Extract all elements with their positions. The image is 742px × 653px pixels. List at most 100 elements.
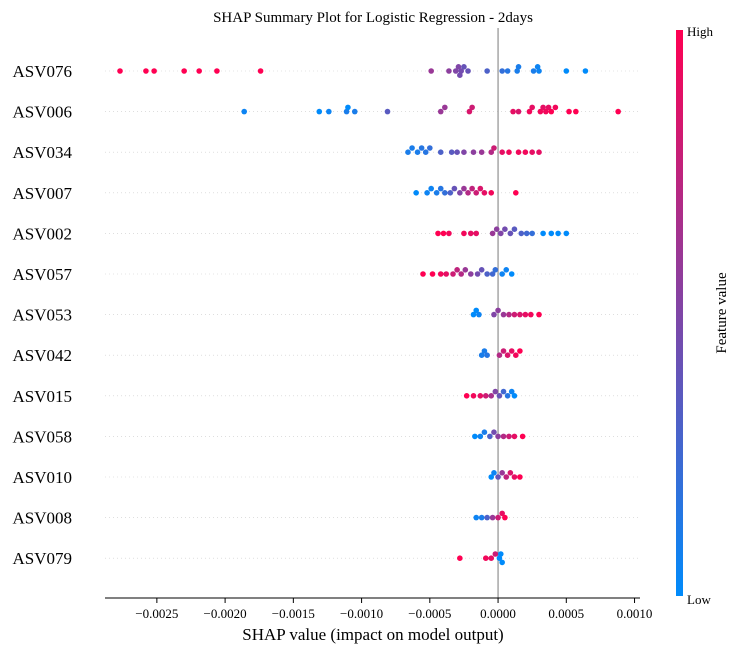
shap-point bbox=[427, 145, 433, 151]
shap-point bbox=[488, 149, 495, 155]
shap-point bbox=[488, 555, 495, 561]
shap-point bbox=[511, 393, 518, 399]
shap-point bbox=[469, 104, 475, 111]
shap-point bbox=[500, 348, 507, 354]
shap-point bbox=[457, 555, 463, 561]
shap-point bbox=[496, 555, 503, 561]
shap-point bbox=[522, 311, 529, 318]
shap-point bbox=[489, 230, 496, 237]
shap-point bbox=[499, 559, 505, 566]
shap-point bbox=[437, 185, 444, 192]
shap-point bbox=[467, 271, 474, 277]
shap-point bbox=[473, 190, 480, 196]
shap-point bbox=[508, 271, 515, 277]
shap-point bbox=[482, 393, 489, 399]
shap-point bbox=[506, 311, 512, 318]
shap-point bbox=[435, 230, 441, 237]
shap-point bbox=[461, 230, 467, 237]
shap-point bbox=[477, 185, 484, 192]
x-tick-label: 0.0010 bbox=[617, 606, 653, 621]
x-tick-label: −0.0020 bbox=[204, 606, 247, 621]
shap-point bbox=[491, 311, 497, 318]
shap-point bbox=[536, 149, 542, 155]
shap-point bbox=[523, 230, 530, 237]
shap-point bbox=[504, 352, 511, 359]
shap-point bbox=[151, 68, 157, 74]
shap-point bbox=[442, 104, 448, 111]
shap-point bbox=[517, 311, 523, 318]
points-layer bbox=[117, 64, 621, 566]
shap-point bbox=[500, 311, 507, 318]
shap-point bbox=[422, 149, 429, 155]
shap-point bbox=[517, 474, 523, 480]
shap-point bbox=[529, 230, 535, 237]
shap-point bbox=[477, 433, 484, 440]
shap-point bbox=[214, 68, 220, 74]
shap-point bbox=[493, 226, 500, 232]
shap-point bbox=[463, 393, 470, 399]
feature-label: ASV079 bbox=[12, 549, 72, 568]
shap-point bbox=[487, 433, 493, 440]
shap-point bbox=[506, 433, 512, 440]
shap-point bbox=[481, 348, 488, 354]
shap-point bbox=[461, 64, 467, 70]
shap-point bbox=[478, 514, 485, 521]
shap-point bbox=[515, 108, 522, 115]
shap-point bbox=[143, 68, 149, 74]
colorbar-high-label: High bbox=[687, 24, 714, 39]
x-tick-label: 0.0005 bbox=[548, 606, 584, 621]
shap-point bbox=[495, 307, 501, 314]
feature-label: ASV076 bbox=[12, 62, 72, 81]
shap-point bbox=[492, 551, 499, 557]
shap-point bbox=[496, 393, 503, 399]
feature-label: ASV006 bbox=[12, 103, 72, 122]
shap-point bbox=[529, 149, 535, 155]
shap-point bbox=[478, 352, 485, 359]
shap-point bbox=[515, 64, 522, 70]
colorbar-low-label: Low bbox=[687, 592, 711, 607]
shap-point bbox=[343, 108, 350, 115]
shap-point bbox=[502, 226, 508, 232]
feature-labels: ASV076 ASV006 ASV034 ASV007 ASV002 ASV057 ASV0… bbox=[12, 62, 72, 568]
x-tick-label: −0.0005 bbox=[408, 606, 451, 621]
shap-point bbox=[500, 433, 507, 440]
shap-point bbox=[513, 190, 519, 196]
shap-point bbox=[500, 388, 507, 395]
shap-point bbox=[477, 393, 484, 399]
shap-point bbox=[528, 311, 534, 318]
shap-point bbox=[181, 68, 187, 74]
shap-point bbox=[482, 555, 489, 561]
shap-point bbox=[465, 190, 471, 196]
shap-point bbox=[467, 230, 474, 237]
shap-point bbox=[499, 510, 505, 517]
shap-point bbox=[496, 352, 503, 359]
shap-point bbox=[503, 267, 510, 273]
shap-point bbox=[473, 230, 480, 237]
shap-point bbox=[515, 149, 522, 155]
shap-point bbox=[420, 271, 426, 277]
shap-point bbox=[433, 190, 440, 196]
shap-point bbox=[454, 149, 460, 155]
feature-label: ASV010 bbox=[12, 468, 72, 487]
shap-point bbox=[495, 474, 501, 480]
colorbar bbox=[676, 30, 683, 596]
shap-point bbox=[511, 433, 518, 440]
shap-point bbox=[466, 108, 473, 115]
feature-label: ASV058 bbox=[12, 427, 72, 446]
shap-point bbox=[446, 230, 452, 237]
shap-point bbox=[491, 429, 497, 436]
shap-point bbox=[563, 68, 570, 74]
shap-point bbox=[443, 271, 450, 277]
shap-point bbox=[452, 68, 459, 74]
row-gridlines bbox=[105, 70, 640, 559]
shap-point bbox=[499, 271, 505, 277]
shap-point bbox=[536, 311, 542, 318]
shap-point bbox=[511, 226, 518, 232]
shap-point bbox=[437, 271, 444, 277]
shap-point bbox=[440, 230, 447, 237]
shap-point bbox=[499, 470, 505, 476]
shap-point bbox=[492, 267, 499, 273]
shap-point bbox=[548, 108, 555, 115]
feature-label: ASV007 bbox=[12, 184, 72, 203]
shap-point bbox=[481, 429, 488, 436]
